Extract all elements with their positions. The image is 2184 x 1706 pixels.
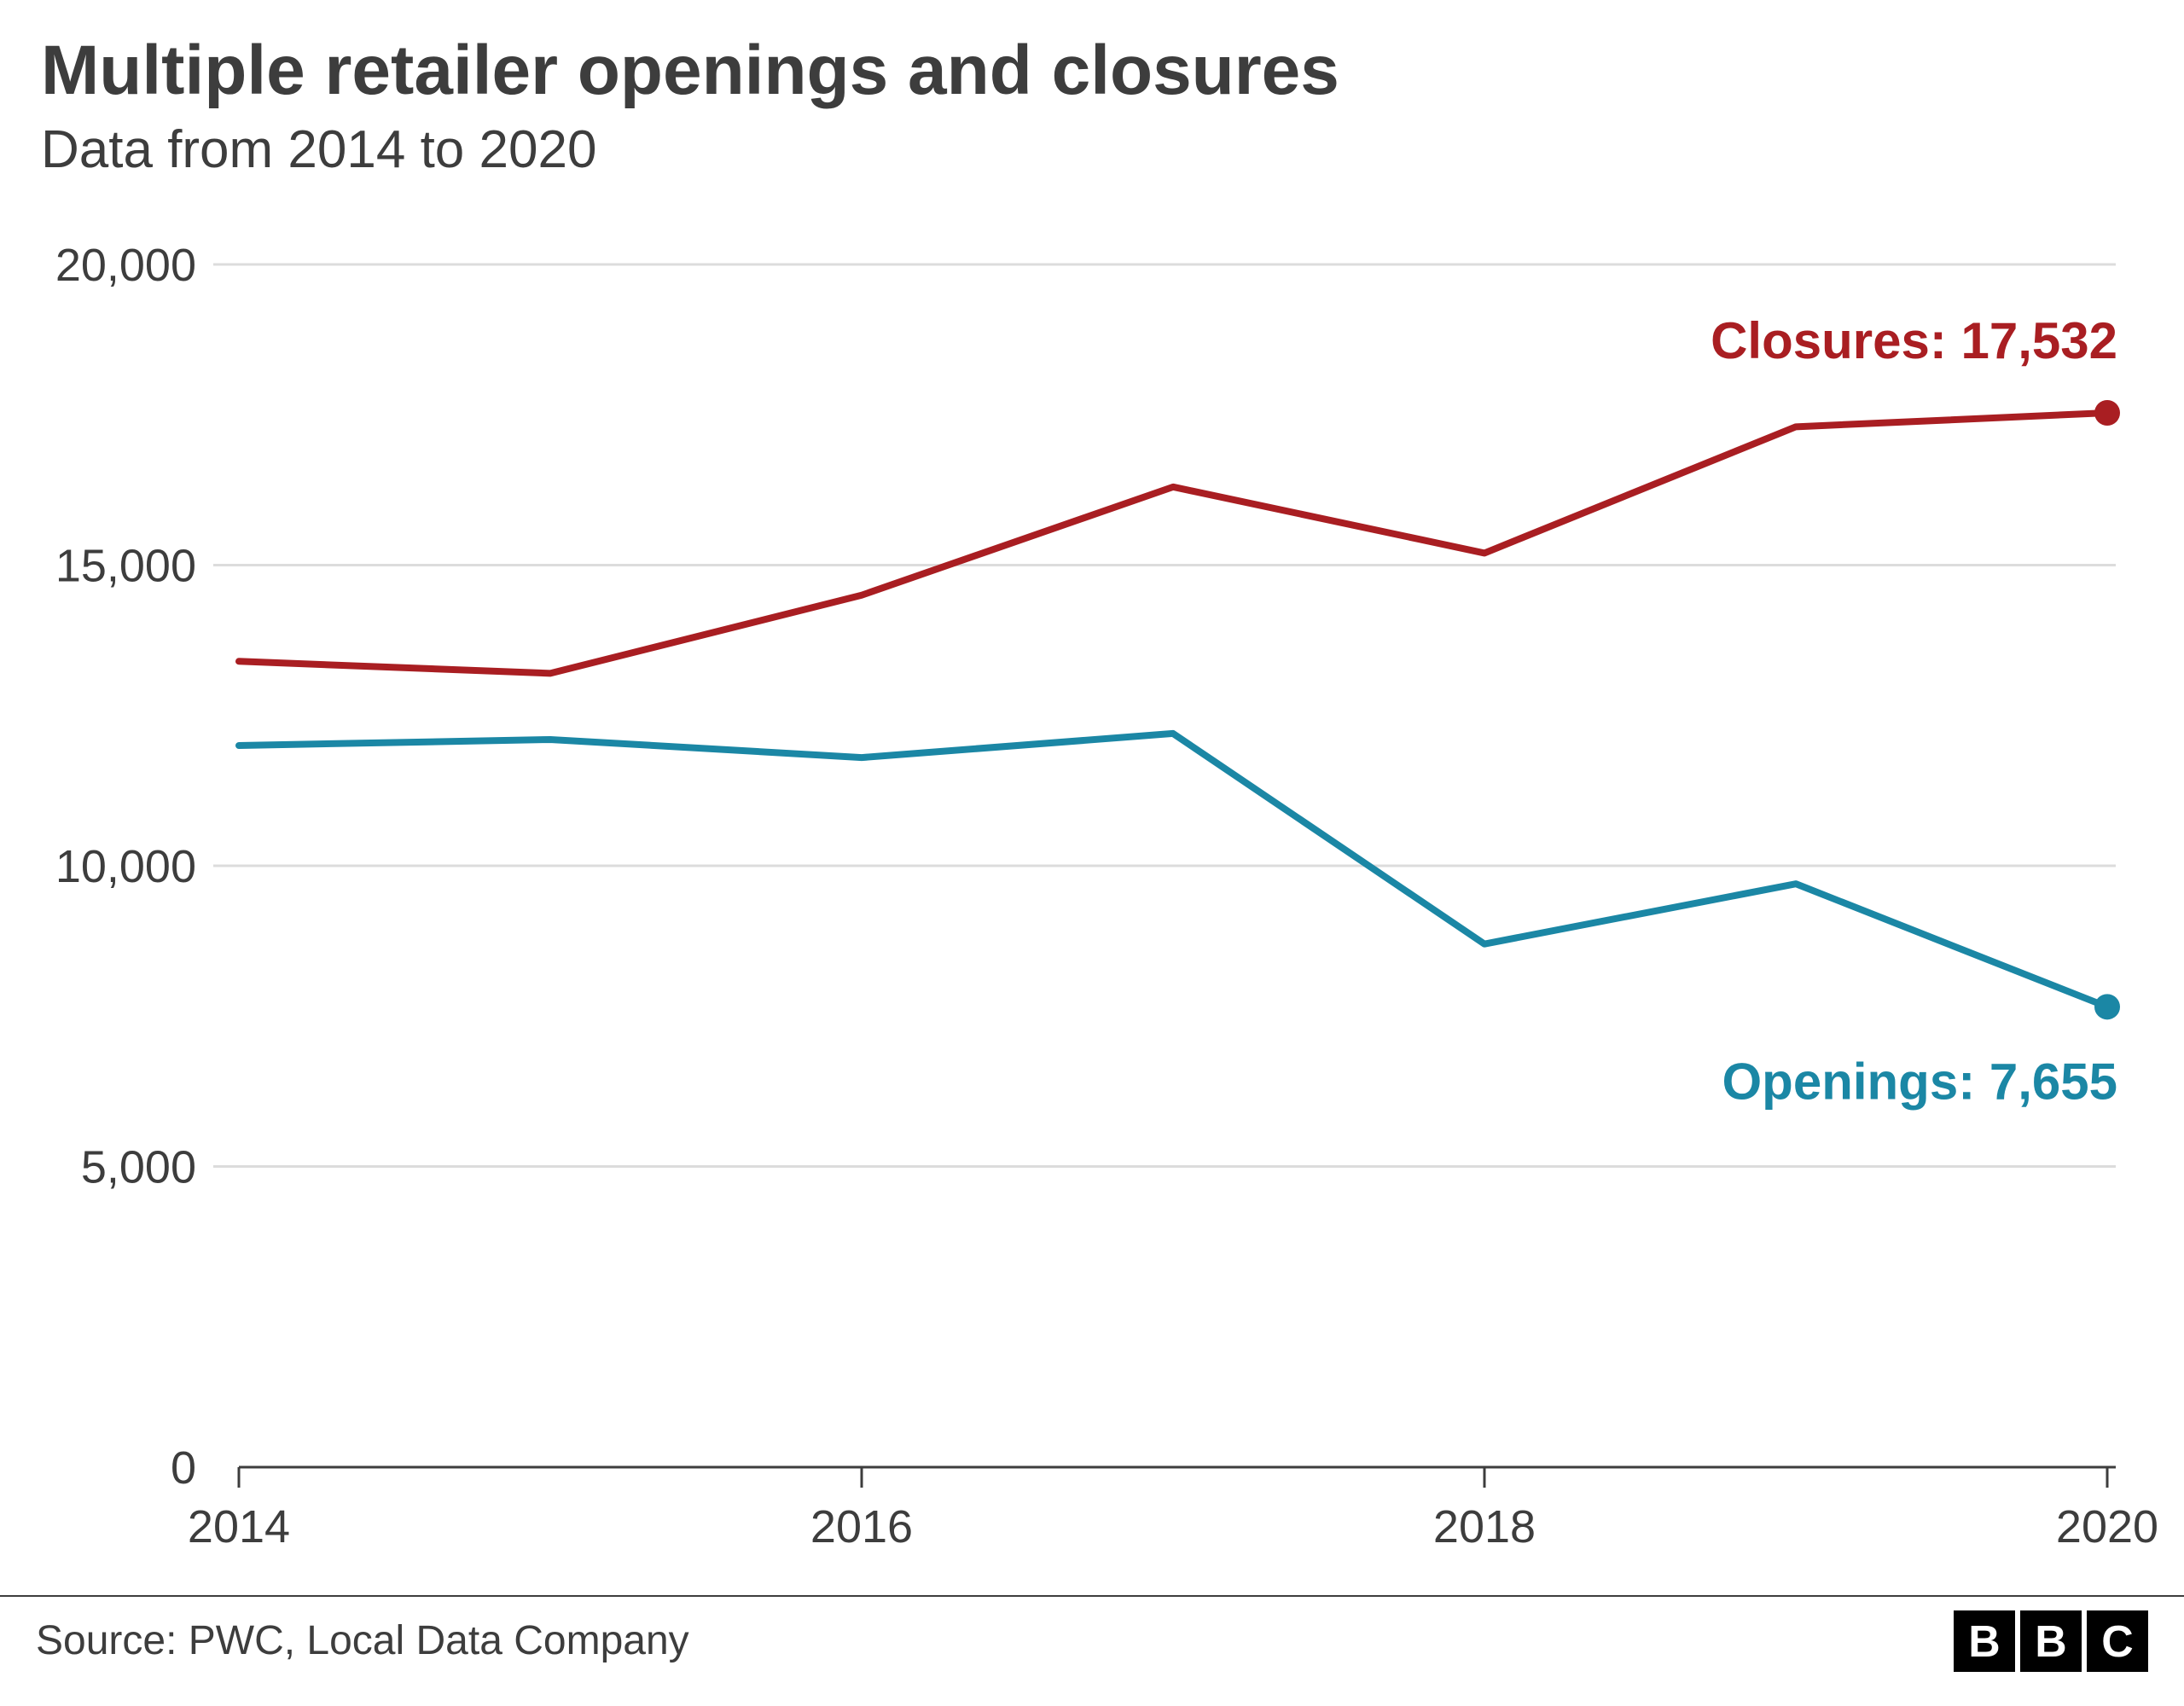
bbc-logo-block: B [1954, 1610, 2015, 1672]
x-tick-label: 2018 [1433, 1501, 1536, 1552]
x-tick-label: 2016 [810, 1501, 913, 1552]
x-tick-label: 2014 [188, 1501, 290, 1552]
x-tick-label: 2020 [2056, 1501, 2158, 1552]
series-end-dot-closures [2094, 400, 2120, 426]
y-tick-label: 20,000 [55, 240, 196, 291]
series-end-label-closures: Closures: 17,532 [1711, 312, 2117, 369]
footer-rule [0, 1595, 2184, 1597]
y-tick-label: 5,000 [81, 1141, 196, 1192]
series-line-closures [239, 413, 2107, 673]
bbc-logo-block: B [2020, 1610, 2082, 1672]
bbc-logo: BBC [1954, 1610, 2148, 1672]
series-line-openings [239, 734, 2107, 1007]
chart-svg: 0 5,000 10,000 15,000 20,000 2014 2016 2018 2020… [0, 0, 2184, 1706]
bbc-logo-block: C [2087, 1610, 2148, 1672]
series-end-label-openings: Openings: 7,655 [1722, 1053, 2117, 1110]
series-end-dot-openings [2094, 994, 2120, 1019]
source-text: Source: PWC, Local Data Company [36, 1617, 689, 1664]
y-tick-label: 15,000 [55, 540, 196, 591]
chart-container: Multiple retailer openings and closures … [0, 0, 2184, 1706]
y-tick-label: 0 [171, 1442, 196, 1494]
y-tick-label: 10,000 [55, 841, 196, 892]
